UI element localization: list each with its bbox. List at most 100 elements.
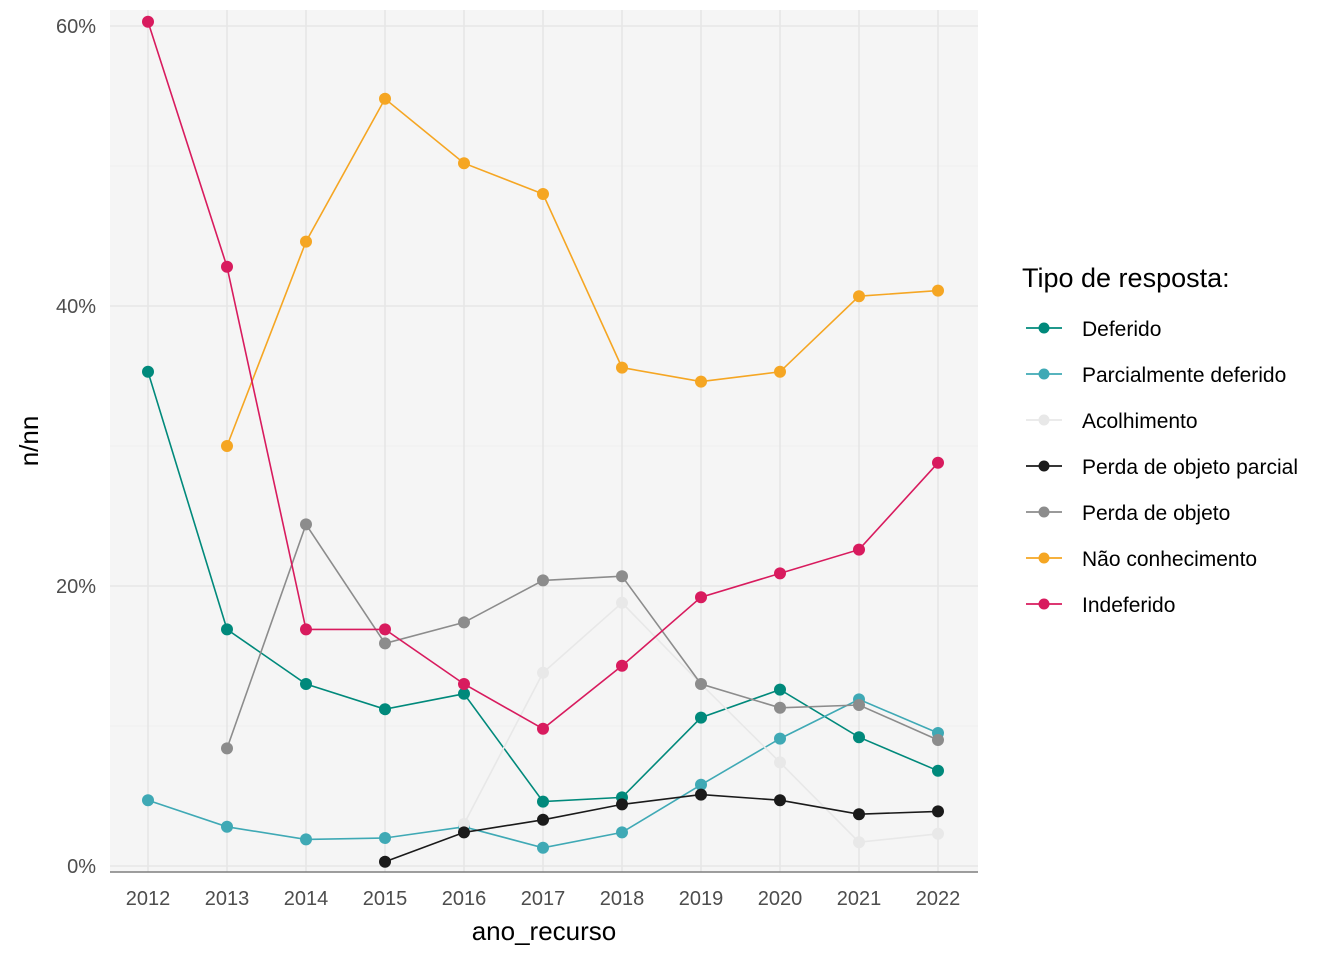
data-point <box>774 683 786 696</box>
data-point <box>379 637 391 650</box>
legend-key-point <box>1038 506 1050 518</box>
data-point <box>458 616 470 629</box>
legend-item: Perda de objeto <box>1026 502 1230 525</box>
data-point <box>853 699 865 711</box>
data-point <box>932 827 944 840</box>
series-perda-de-objeto <box>221 518 944 755</box>
data-point <box>458 157 470 170</box>
data-point <box>853 836 865 849</box>
data-point <box>537 841 549 854</box>
legend-item: Não conhecimento <box>1026 548 1257 571</box>
data-point <box>221 820 233 833</box>
data-point <box>537 574 549 587</box>
series-layer <box>142 15 944 868</box>
x-tick-label: 2017 <box>521 888 566 910</box>
data-point <box>774 567 786 580</box>
data-point <box>300 678 312 690</box>
legend-label: Parcialmente deferido <box>1082 364 1286 387</box>
data-point <box>616 596 628 609</box>
data-point <box>142 15 154 28</box>
data-point <box>695 711 707 724</box>
legend-label: Indeferido <box>1082 594 1175 617</box>
legend-key-point <box>1038 598 1050 610</box>
x-tick-label: 2016 <box>442 888 487 910</box>
data-point <box>774 701 786 714</box>
data-point <box>853 808 865 821</box>
x-axis-title: ano_recurso <box>472 916 617 946</box>
data-point <box>458 826 470 839</box>
x-tick-label: 2018 <box>600 888 645 910</box>
y-tick-label: 20% <box>56 576 96 598</box>
legend-item: Indeferido <box>1026 594 1175 617</box>
data-point <box>932 734 944 746</box>
data-point <box>537 666 549 679</box>
series-perda-de-objeto-parcial <box>379 788 944 868</box>
series-line <box>226 97 939 447</box>
legend-key-point <box>1038 368 1050 380</box>
data-point <box>379 855 391 868</box>
legend-label: Perda de objeto <box>1082 502 1230 525</box>
plot-panel <box>110 10 978 872</box>
data-point <box>616 798 628 811</box>
legend-label: Deferido <box>1082 318 1161 341</box>
legend-key-point <box>1038 322 1050 334</box>
data-point <box>932 456 944 469</box>
data-point <box>695 375 707 388</box>
data-point <box>537 813 549 826</box>
x-tick-label: 2022 <box>916 888 961 910</box>
data-point <box>537 795 549 808</box>
x-tick-label: 2019 <box>679 888 724 910</box>
data-point <box>616 570 628 583</box>
legend-item: Perda de objeto parcial <box>1026 456 1298 479</box>
data-point <box>379 832 391 844</box>
data-point <box>616 361 628 374</box>
series-deferido <box>142 365 944 808</box>
data-point <box>853 290 865 303</box>
legend-item: Deferido <box>1026 318 1161 341</box>
data-point <box>458 678 470 690</box>
data-point <box>300 623 312 636</box>
series-n-o-conhecimento <box>221 92 944 452</box>
data-point <box>537 722 549 735</box>
legend-key-point <box>1038 460 1050 472</box>
data-point <box>932 284 944 297</box>
data-point <box>695 778 707 791</box>
data-point <box>537 188 549 200</box>
data-point <box>774 732 786 745</box>
legend-title: Tipo de resposta: <box>1022 263 1230 293</box>
legend: Tipo de resposta: Deferido Parcialmente d… <box>1022 263 1298 617</box>
data-point <box>221 742 233 755</box>
data-point <box>300 833 312 846</box>
series-indeferido <box>142 15 944 735</box>
data-point <box>221 623 233 636</box>
data-point <box>221 440 233 452</box>
data-point <box>932 764 944 777</box>
data-point <box>458 818 470 830</box>
x-axis-ticks: 2012 2013 2014 2015 2016 2017 2018 2019 2020 2021… <box>126 888 961 910</box>
data-point <box>932 805 944 818</box>
data-point <box>695 788 707 801</box>
data-point <box>379 703 391 716</box>
data-point <box>300 518 312 531</box>
legend-key-point <box>1038 552 1050 564</box>
legend-item: Parcialmente deferido <box>1026 364 1286 387</box>
data-point <box>379 92 391 105</box>
data-point <box>695 678 707 690</box>
series-line <box>384 793 939 863</box>
x-tick-label: 2020 <box>758 888 803 910</box>
data-point <box>774 794 786 807</box>
data-point <box>853 731 865 744</box>
y-tick-label: 60% <box>56 16 96 38</box>
y-tick-label: 0% <box>67 856 96 878</box>
data-point <box>774 365 786 378</box>
data-point <box>695 591 707 604</box>
x-tick-label: 2015 <box>363 888 408 910</box>
data-point <box>221 260 233 273</box>
y-tick-label: 40% <box>56 296 96 318</box>
data-point <box>853 543 865 556</box>
data-point <box>142 365 154 378</box>
data-point <box>142 794 154 807</box>
legend-label: Perda de objeto parcial <box>1082 456 1298 479</box>
x-tick-label: 2013 <box>205 888 250 910</box>
